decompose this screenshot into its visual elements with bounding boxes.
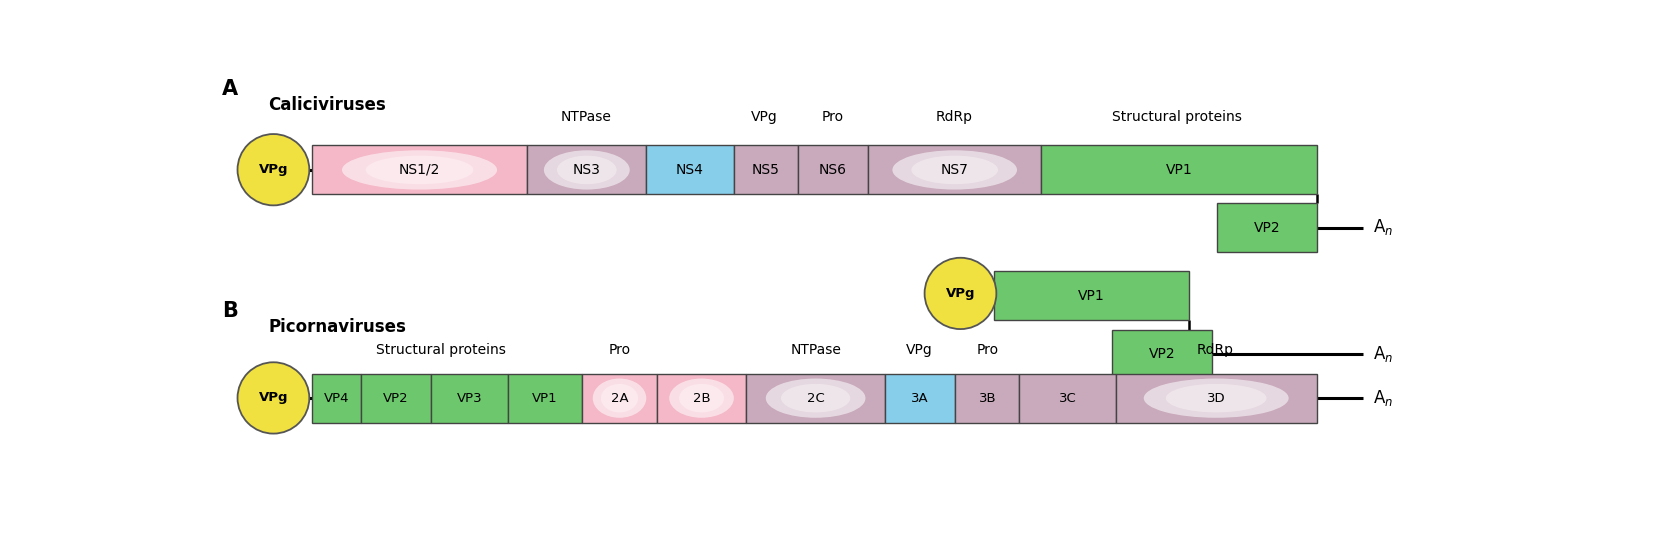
Text: NTPase: NTPase <box>561 110 612 124</box>
Text: Picornaviruses: Picornaviruses <box>268 318 407 336</box>
Ellipse shape <box>680 384 724 412</box>
Ellipse shape <box>238 362 309 434</box>
Bar <box>313 145 528 194</box>
Text: Pro: Pro <box>976 342 999 357</box>
Text: VP2: VP2 <box>1148 347 1174 361</box>
Bar <box>956 373 1019 423</box>
Text: VPg: VPg <box>258 163 288 176</box>
Bar <box>647 145 734 194</box>
Text: 2B: 2B <box>693 392 710 404</box>
Bar <box>657 373 746 423</box>
Text: NS4: NS4 <box>676 163 705 177</box>
Text: Structural proteins: Structural proteins <box>377 342 506 357</box>
Ellipse shape <box>544 150 630 189</box>
Text: NS7: NS7 <box>941 163 969 177</box>
Ellipse shape <box>925 258 996 329</box>
Text: VPg: VPg <box>258 392 288 404</box>
Text: NTPase: NTPase <box>791 342 842 357</box>
Text: VP4: VP4 <box>324 392 349 404</box>
Bar <box>746 373 885 423</box>
Ellipse shape <box>366 156 473 184</box>
Text: 3C: 3C <box>1059 392 1077 404</box>
Text: NS1/2: NS1/2 <box>399 163 440 177</box>
Text: Pro: Pro <box>822 110 844 124</box>
Text: VP2: VP2 <box>1254 220 1280 234</box>
Text: VPg: VPg <box>906 342 933 357</box>
Text: VP1: VP1 <box>1078 289 1105 303</box>
Text: 3A: 3A <box>911 392 930 404</box>
Bar <box>734 145 797 194</box>
Bar <box>994 271 1189 320</box>
Ellipse shape <box>766 378 865 418</box>
Bar <box>582 373 657 423</box>
Text: B: B <box>222 301 238 321</box>
Ellipse shape <box>238 134 309 206</box>
Ellipse shape <box>893 150 1017 189</box>
Text: A$_n$: A$_n$ <box>1373 217 1393 237</box>
Text: 2A: 2A <box>610 392 629 404</box>
Bar <box>1019 373 1115 423</box>
Bar <box>868 145 1042 194</box>
Bar <box>528 145 647 194</box>
Text: Pro: Pro <box>609 342 630 357</box>
Text: NS6: NS6 <box>819 163 847 177</box>
Ellipse shape <box>592 378 647 418</box>
Ellipse shape <box>342 150 498 189</box>
Text: VP1: VP1 <box>1166 163 1193 177</box>
Ellipse shape <box>557 156 617 184</box>
Text: 2C: 2C <box>807 392 824 404</box>
Text: Caliciviruses: Caliciviruses <box>268 96 385 114</box>
Bar <box>1115 373 1317 423</box>
Ellipse shape <box>670 378 734 418</box>
Text: VPg: VPg <box>946 287 976 300</box>
Text: A$_n$: A$_n$ <box>1373 344 1393 364</box>
Ellipse shape <box>600 384 638 412</box>
Text: A$_n$: A$_n$ <box>1373 388 1393 408</box>
Bar <box>313 373 361 423</box>
Text: VPg: VPg <box>751 110 777 124</box>
Ellipse shape <box>781 384 850 412</box>
Bar <box>885 373 956 423</box>
Bar <box>1217 203 1317 252</box>
Ellipse shape <box>1166 384 1267 412</box>
Ellipse shape <box>911 156 997 184</box>
Text: 3D: 3D <box>1207 392 1226 404</box>
Bar <box>797 145 868 194</box>
Text: VP2: VP2 <box>384 392 409 404</box>
Text: NS3: NS3 <box>572 163 600 177</box>
Bar <box>1111 330 1212 379</box>
Bar <box>361 373 432 423</box>
Bar <box>432 373 508 423</box>
Text: RdRp: RdRp <box>1197 342 1234 357</box>
Ellipse shape <box>1145 378 1288 418</box>
Text: A: A <box>222 79 238 99</box>
Text: VP3: VP3 <box>457 392 483 404</box>
Text: NS5: NS5 <box>751 163 779 177</box>
Bar <box>1042 145 1317 194</box>
Text: VP1: VP1 <box>533 392 557 404</box>
Text: Structural proteins: Structural proteins <box>1111 110 1242 124</box>
Bar <box>508 373 582 423</box>
Text: 3B: 3B <box>979 392 996 404</box>
Text: RdRp: RdRp <box>936 110 973 124</box>
